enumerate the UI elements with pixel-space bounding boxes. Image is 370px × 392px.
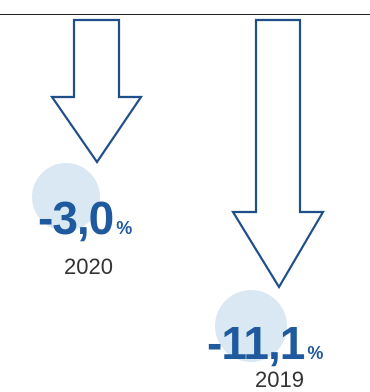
arrow-2020-icon bbox=[49, 18, 144, 164]
arrow-2019-icon bbox=[231, 18, 325, 290]
year-label-2019: 2019 bbox=[255, 367, 304, 392]
value-number-2020: -3,0 bbox=[38, 192, 114, 244]
value-bubble-2019 bbox=[215, 290, 287, 362]
year-label-2020: 2020 bbox=[64, 254, 113, 279]
value-unit-2020: % bbox=[116, 218, 133, 238]
value-label-2019: -11,1% bbox=[207, 320, 323, 366]
value-bubble-2020 bbox=[32, 163, 100, 231]
value-number-2019: -11,1 bbox=[207, 317, 305, 369]
top-rule bbox=[0, 14, 370, 15]
value-label-2020: -3,0% bbox=[38, 195, 132, 241]
value-unit-2019: % bbox=[307, 343, 324, 363]
